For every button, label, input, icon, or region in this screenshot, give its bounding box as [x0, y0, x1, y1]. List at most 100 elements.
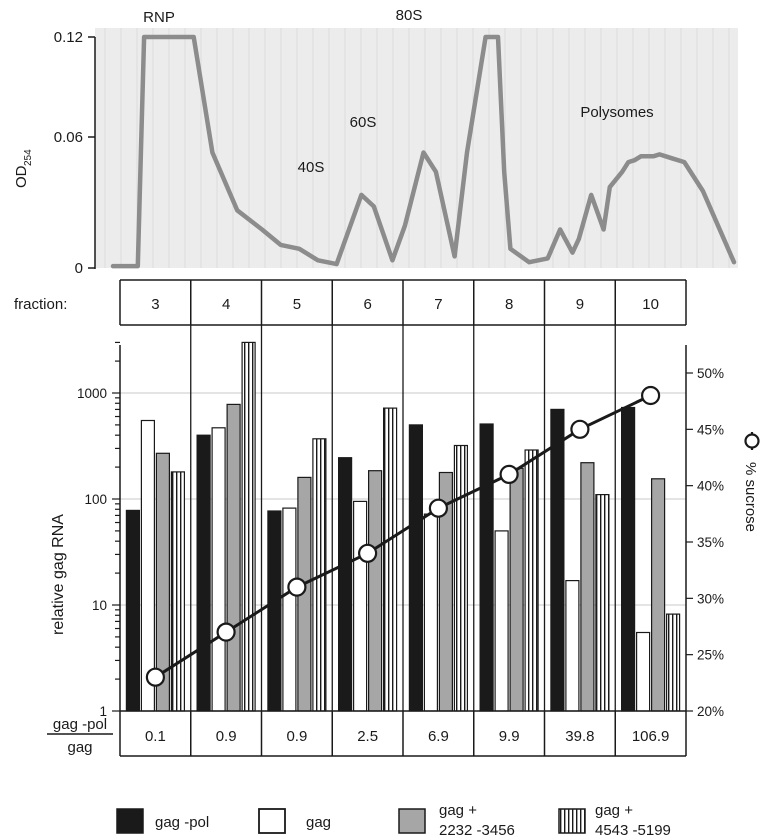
legend-label-gag-2232-line1: gag +	[439, 802, 477, 819]
sucrose-line	[154, 394, 652, 679]
bar-gag	[423, 513, 438, 712]
bar-gag	[494, 530, 509, 712]
fraction-row-label: fraction:	[14, 296, 67, 313]
right-tick-label: 30%	[697, 591, 724, 606]
sucrose-point	[499, 464, 519, 484]
bar-gag-4543-5199	[170, 471, 185, 712]
bar-gag-4543-5199	[453, 444, 468, 712]
bar-gag-4543-5199	[383, 407, 398, 712]
fraction-label: 7	[434, 296, 442, 313]
left-tick-label: 1	[99, 704, 107, 719]
profile-y-axis-label: OD 254	[13, 149, 34, 188]
bar-gag-4543-5199	[524, 449, 539, 712]
bar-gag-4543-5199	[665, 613, 681, 712]
profile-trace-line	[110, 34, 737, 269]
peak-label-60s: 60S	[350, 114, 377, 131]
profile-ytick-label-top: 0.12	[54, 29, 83, 46]
ratio-value: 6.9	[428, 728, 449, 745]
bar-gag	[353, 500, 368, 712]
ratio-value: 0.9	[216, 728, 237, 745]
bar-gag-pol	[196, 434, 211, 712]
sucrose-points	[145, 385, 661, 687]
bar-panel: 1 10 100 1000 50% 45% 40% 35% 30% 25% 20% relativ…	[50, 325, 760, 719]
peak-label-polysomes: Polysomes	[580, 104, 653, 121]
fraction-label: 4	[222, 296, 230, 313]
ratio-row: gag -pol gag 0.1 0.9 0.9 2.5 6.9 9.9 39.8 106.9	[47, 711, 687, 757]
profile-ylabel-sub: 254	[23, 149, 34, 166]
legend-swatch-gag-4543	[558, 808, 586, 834]
fraction-label: 6	[363, 296, 371, 313]
right-tick-label: 20%	[697, 704, 724, 719]
ratio-value: 0.9	[286, 728, 307, 745]
bar-gag	[565, 579, 580, 712]
sucrose-point	[358, 543, 378, 563]
peak-label-rnp: RNP	[143, 9, 175, 26]
right-axis-ticks: 50% 45% 40% 35% 30% 25% 20%	[686, 366, 724, 719]
fraction-label: 8	[505, 296, 513, 313]
sucrose-axis-text: % sucrose	[742, 462, 759, 532]
bar-gag-pol	[338, 457, 353, 712]
left-tick-label: 100	[84, 492, 107, 507]
left-tick-label: 10	[92, 598, 107, 613]
profile-panel: 0.12 0.06 0 OD 254 RNP 40S 60S 80S Polys…	[13, 7, 738, 277]
left-axis-ticks: 1 10 100 1000	[77, 341, 120, 719]
bar-gag-2232-3456	[509, 467, 524, 712]
right-tick-label: 35%	[697, 535, 724, 550]
bar-gag-pol	[620, 406, 636, 712]
bar-gag	[282, 507, 297, 712]
legend-swatch-gag-pol	[116, 808, 144, 834]
legend-label-gag-4543-line2: 4543 -5199	[595, 822, 671, 839]
legend-swatch-gag	[258, 808, 286, 834]
sucrose-point	[640, 385, 661, 406]
bar-gag-4543-5199	[241, 341, 256, 712]
sucrose-point	[570, 419, 590, 439]
ratio-values: 0.1 0.9 0.9 2.5 6.9 9.9 39.8 106.9	[119, 711, 687, 756]
peak-label-80s: 80S	[396, 7, 423, 24]
bar-gag-2232-3456	[368, 470, 383, 712]
bar-gag	[635, 631, 651, 712]
profile-scan-background	[95, 28, 738, 268]
bar-gag-pol	[550, 408, 565, 712]
right-tick-label: 50%	[697, 366, 724, 381]
fraction-label: 3	[151, 296, 159, 313]
ratio-value: 39.8	[565, 728, 594, 745]
ratio-label-numerator: gag -pol	[53, 716, 107, 733]
bar-gag-pol	[267, 510, 282, 712]
legend: gag -pol gag gag + 2232 -3456 gag + 4543…	[116, 802, 671, 839]
bar-gag-4543-5199	[595, 494, 610, 712]
sucrose-point	[145, 667, 165, 687]
legend-label-gag: gag	[306, 814, 331, 831]
sucrose-point	[216, 622, 236, 642]
bar-gag-2232-3456	[226, 403, 241, 712]
profile-ytick-label-mid: 0.06	[54, 129, 83, 146]
right-tick-label: 45%	[697, 422, 724, 437]
sucrose-symbol-marker	[744, 433, 760, 449]
bar-gag	[140, 419, 155, 712]
profile-ytick-label-zero: 0	[75, 260, 83, 277]
ratio-value: 0.1	[145, 728, 166, 745]
peak-label-40s: 40S	[298, 159, 325, 176]
ratio-value: 2.5	[357, 728, 378, 745]
legend-swatch-gag-2232	[398, 808, 426, 834]
legend-label-gag-pol: gag -pol	[155, 814, 209, 831]
sucrose-point	[428, 498, 448, 518]
bar-gag-2232-3456	[650, 478, 666, 712]
bar-gag-2232-3456	[580, 462, 595, 712]
fraction-label: 5	[293, 296, 301, 313]
profile-ylabel-main: OD	[13, 165, 30, 188]
sucrose-point	[287, 577, 307, 597]
legend-label-gag-2232-line2: 2232 -3456	[439, 822, 515, 839]
right-tick-label: 40%	[697, 479, 724, 494]
bar-gag	[211, 427, 226, 712]
ratio-label-denominator: gag	[67, 739, 92, 756]
legend-label-gag-4543-line1: gag +	[595, 802, 633, 819]
ratio-value: 9.9	[499, 728, 520, 745]
left-y-axis-label: relative gag RNA	[50, 514, 67, 635]
left-tick-label: 1000	[77, 386, 107, 401]
right-y-axis-label: % sucrose	[742, 432, 760, 532]
profile-scan-lines	[104, 28, 730, 268]
right-tick-label: 25%	[697, 648, 724, 663]
bar-gag-pol	[125, 509, 141, 712]
fraction-column-dividers	[190, 325, 616, 711]
